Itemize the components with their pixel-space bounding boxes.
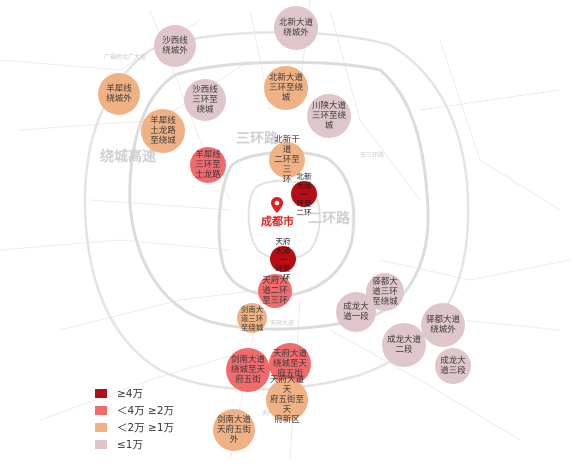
- legend-swatch: [95, 406, 107, 415]
- legend-label: ≥4万: [117, 388, 143, 400]
- zone-bubble: 剑南大 道三环 至绕城: [237, 303, 267, 333]
- zone-bubble: 沙西线 三环至 绕城: [184, 79, 226, 121]
- minor-label: 天府大道: [270, 320, 295, 327]
- zone-bubble: 天府大道天 府五街至天 府新区: [266, 375, 308, 425]
- location-pin-icon: [271, 197, 283, 213]
- city-label: 成都市: [261, 215, 294, 228]
- map-legend: ≥4万 ＜4万 ≥2万 ＜2万 ≥1万 ≤1万: [95, 385, 174, 453]
- legend-item: ＜2万 ≥1万: [95, 419, 174, 436]
- zone-bubble: 羊犀线 三环至 土龙路: [190, 147, 226, 183]
- zone-bubble: 北新干道 二环至三 环: [269, 135, 305, 185]
- legend-label: ＜2万 ≥1万: [117, 422, 174, 434]
- legend-swatch: [95, 389, 107, 398]
- third-ring-label: 三环路: [236, 131, 278, 147]
- legend-swatch: [95, 423, 107, 432]
- zone-bubble: 天府大 道二环 至三环: [258, 274, 292, 308]
- zone-bubble: 天府大道 绕城至天 府五街: [269, 343, 311, 385]
- zone-bubble: 成龙大 道三段: [435, 348, 471, 384]
- ring-expressway-label: 绕城高速: [100, 149, 156, 165]
- zone-bubble: 成龙大 道一段: [336, 292, 376, 332]
- legend-swatch: [95, 440, 107, 449]
- zone-bubble: 驿都大道 绕城外: [421, 303, 465, 347]
- second-ring-label: 二环路: [308, 211, 350, 227]
- zone-bubble: 成龙大道 二段: [382, 323, 426, 367]
- zone-bubble: 沙西线 绕城外: [154, 25, 196, 67]
- legend-item: ≤1万: [95, 436, 174, 453]
- zone-bubble: 羊犀线 土龙路 至绕城: [141, 109, 185, 153]
- zone-bubble: 川陕大道 三环至绕 城: [307, 94, 351, 138]
- legend-label: ＜4万 ≥2万: [117, 405, 174, 417]
- zone-bubble: 北新大道 绕城外: [274, 6, 318, 50]
- legend-item: ＜4万 ≥2万: [95, 402, 174, 419]
- zone-bubble: 剑南大道 绕城至天 府五街: [226, 348, 270, 392]
- minor-label: 广福桥北广大道: [104, 54, 147, 61]
- zone-bubble: 羊犀线 绕城外: [98, 73, 140, 115]
- second-ring-road: [217, 150, 356, 298]
- zone-bubble: 剑南大道 天府五街 外: [213, 409, 255, 451]
- minor-label: 东三环路: [360, 152, 385, 159]
- legend-label: ≤1万: [117, 439, 143, 451]
- zone-bubble: 天府大道一 环至二环: [270, 237, 296, 282]
- zone-bubble: 北新大道一 环至二环: [291, 172, 317, 217]
- legend-item: ≥4万: [95, 385, 174, 402]
- zone-bubble: 北新大道 三环至绕 城: [264, 66, 308, 110]
